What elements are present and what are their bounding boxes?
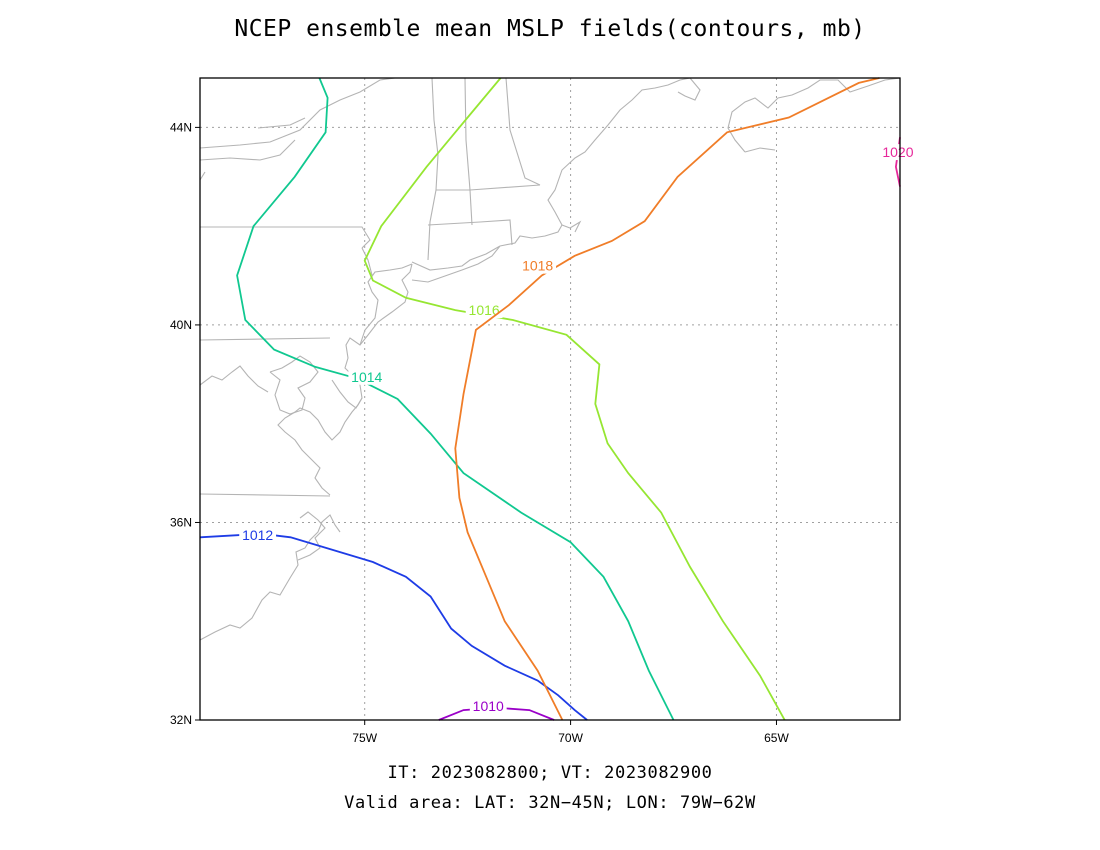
isobar-1016 bbox=[363, 77, 786, 721]
y-tick-label: 40N bbox=[170, 318, 192, 332]
coastline-potomac bbox=[199, 365, 269, 393]
border-ny-nj bbox=[361, 247, 373, 276]
border-ma bbox=[436, 184, 541, 191]
x-tick-label: 75W bbox=[352, 731, 377, 745]
border-ct-ri bbox=[427, 219, 513, 246]
coastline-maine bbox=[677, 77, 701, 101]
isobar-contours: 1010 1012 1014 1016 1018 1020 bbox=[199, 77, 917, 721]
coastline-new-england bbox=[499, 77, 691, 247]
border-nc-va bbox=[199, 493, 331, 497]
y-tick-label: 44N bbox=[170, 120, 192, 134]
isobar-label-bg bbox=[519, 257, 557, 274]
isobar-label-bg bbox=[469, 698, 507, 715]
isobar-label-bg bbox=[348, 368, 386, 385]
chart-title: NCEP ensemble mean MSLP fields(contours,… bbox=[234, 16, 866, 42]
coastline-md-shore bbox=[269, 355, 319, 415]
isobar-label-1018: 1018 bbox=[522, 258, 553, 274]
x-tick-label: 70W bbox=[558, 731, 583, 745]
axis-ticks: 75W 70W 65W 32N 36N 40N 44N bbox=[170, 120, 789, 745]
coastline-nj bbox=[359, 263, 413, 346]
coastline-delaware-bay bbox=[331, 379, 363, 409]
coastline-sounds bbox=[297, 511, 326, 561]
coastline-nova-scotia bbox=[727, 77, 901, 153]
coastline-long-island bbox=[411, 245, 501, 283]
isobar-label-bg bbox=[465, 302, 503, 319]
coastline-nova-scotia-south bbox=[744, 147, 776, 153]
isobar-label-1014: 1014 bbox=[351, 369, 382, 385]
border-vt-nh bbox=[464, 77, 473, 226]
border-lake-shore bbox=[257, 117, 306, 129]
border-nh-me bbox=[505, 77, 541, 186]
border-ny-vt bbox=[427, 77, 439, 261]
plot-frame bbox=[199, 77, 901, 721]
isobar-1018 bbox=[454, 77, 880, 721]
isobar-label-1012: 1012 bbox=[242, 527, 273, 543]
border-canada-ny bbox=[199, 77, 396, 149]
coastline-carolina bbox=[199, 514, 341, 641]
coastlines-and-borders bbox=[199, 77, 901, 641]
x-tick-label: 65W bbox=[764, 731, 789, 745]
isobar-1012 bbox=[199, 532, 588, 721]
valid-area-info: Valid area: LAT: 32N−45N; LON: 79W−62W bbox=[344, 793, 756, 813]
y-tick-label: 32N bbox=[170, 713, 192, 727]
border-lake-erie bbox=[199, 171, 206, 181]
coastline-chesapeake bbox=[277, 263, 413, 496]
isobar-label-1020: 1020 bbox=[882, 144, 913, 160]
isobar-label-bg bbox=[239, 526, 277, 543]
isobar-label-1010: 1010 bbox=[473, 698, 504, 714]
border-lake-ontario bbox=[199, 139, 296, 161]
coastline-cape-cod bbox=[561, 220, 582, 233]
isobar-1014 bbox=[236, 77, 675, 721]
border-pa-ny bbox=[200, 226, 371, 249]
isobar-label-bg bbox=[879, 144, 917, 161]
isobar-label-1016: 1016 bbox=[469, 302, 500, 318]
y-tick-label: 36N bbox=[170, 515, 192, 529]
time-info: IT: 2023082800; VT: 2023082900 bbox=[387, 763, 713, 783]
grid-lines bbox=[200, 78, 900, 720]
